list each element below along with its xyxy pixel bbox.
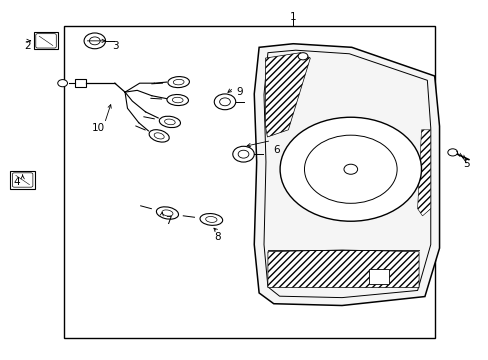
FancyBboxPatch shape: [75, 79, 85, 87]
Circle shape: [298, 53, 307, 60]
Bar: [64, 26, 434, 338]
Text: 8: 8: [214, 232, 221, 242]
Circle shape: [447, 149, 457, 156]
Text: 1: 1: [289, 12, 296, 22]
Text: 3: 3: [112, 41, 119, 50]
Bar: [368, 269, 388, 284]
Text: 10: 10: [91, 123, 104, 133]
Text: 9: 9: [236, 87, 243, 97]
Polygon shape: [417, 130, 430, 216]
Ellipse shape: [159, 116, 180, 127]
Bar: [34, 32, 58, 49]
Text: 7: 7: [165, 216, 172, 226]
Text: 2: 2: [24, 41, 31, 50]
Polygon shape: [265, 53, 310, 137]
Polygon shape: [267, 250, 418, 288]
Circle shape: [214, 94, 235, 110]
Text: 4: 4: [13, 177, 20, 187]
Circle shape: [343, 164, 357, 174]
Ellipse shape: [200, 213, 222, 225]
Ellipse shape: [167, 77, 189, 87]
Circle shape: [232, 146, 254, 162]
Bar: [10, 171, 35, 189]
Ellipse shape: [166, 95, 188, 105]
Ellipse shape: [156, 207, 178, 219]
Circle shape: [84, 33, 105, 49]
Ellipse shape: [149, 130, 169, 142]
Text: 6: 6: [272, 144, 279, 154]
Circle shape: [280, 117, 421, 221]
Circle shape: [58, 80, 67, 87]
Polygon shape: [254, 44, 439, 306]
Text: 5: 5: [462, 159, 468, 169]
